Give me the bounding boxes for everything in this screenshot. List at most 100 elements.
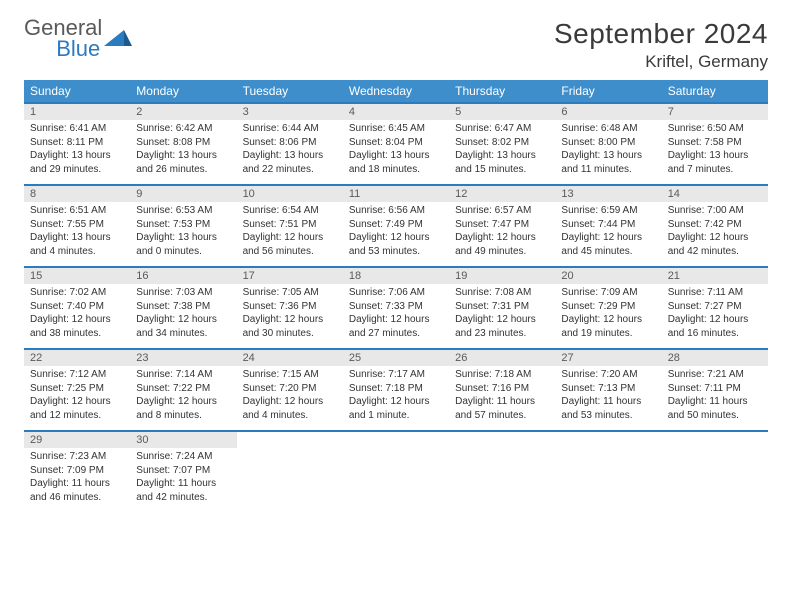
daylight-text-1: Daylight: 12 hours bbox=[455, 313, 549, 327]
sunset-text: Sunset: 8:02 PM bbox=[455, 136, 549, 150]
day-body: Sunrise: 6:54 AMSunset: 7:51 PMDaylight:… bbox=[237, 202, 343, 262]
daylight-text-2: and 27 minutes. bbox=[349, 327, 443, 341]
day-number: 23 bbox=[130, 350, 236, 366]
day-body: Sunrise: 6:47 AMSunset: 8:02 PMDaylight:… bbox=[449, 120, 555, 180]
daylight-text-2: and 56 minutes. bbox=[243, 245, 337, 259]
day-body: Sunrise: 7:03 AMSunset: 7:38 PMDaylight:… bbox=[130, 284, 236, 344]
sunrise-text: Sunrise: 7:11 AM bbox=[668, 286, 762, 300]
week-row: 15Sunrise: 7:02 AMSunset: 7:40 PMDayligh… bbox=[24, 267, 768, 349]
day-number: 5 bbox=[449, 104, 555, 120]
daylight-text-1: Daylight: 13 hours bbox=[455, 149, 549, 163]
sunrise-text: Sunrise: 7:00 AM bbox=[668, 204, 762, 218]
day-body: Sunrise: 7:06 AMSunset: 7:33 PMDaylight:… bbox=[343, 284, 449, 344]
day-cell: 10Sunrise: 6:54 AMSunset: 7:51 PMDayligh… bbox=[237, 185, 343, 267]
day-number: 27 bbox=[555, 350, 661, 366]
daylight-text-1: Daylight: 11 hours bbox=[561, 395, 655, 409]
day-number: 19 bbox=[449, 268, 555, 284]
daylight-text-1: Daylight: 13 hours bbox=[668, 149, 762, 163]
day-cell: 28Sunrise: 7:21 AMSunset: 7:11 PMDayligh… bbox=[662, 349, 768, 431]
day-body: Sunrise: 6:48 AMSunset: 8:00 PMDaylight:… bbox=[555, 120, 661, 180]
sunset-text: Sunset: 7:18 PM bbox=[349, 382, 443, 396]
sunset-text: Sunset: 8:00 PM bbox=[561, 136, 655, 150]
day-number: 20 bbox=[555, 268, 661, 284]
sunset-text: Sunset: 7:36 PM bbox=[243, 300, 337, 314]
daylight-text-2: and 11 minutes. bbox=[561, 163, 655, 177]
day-cell: 9Sunrise: 6:53 AMSunset: 7:53 PMDaylight… bbox=[130, 185, 236, 267]
sunrise-text: Sunrise: 6:44 AM bbox=[243, 122, 337, 136]
day-cell: 20Sunrise: 7:09 AMSunset: 7:29 PMDayligh… bbox=[555, 267, 661, 349]
day-cell: 21Sunrise: 7:11 AMSunset: 7:27 PMDayligh… bbox=[662, 267, 768, 349]
daylight-text-2: and 49 minutes. bbox=[455, 245, 549, 259]
daylight-text-2: and 29 minutes. bbox=[30, 163, 124, 177]
sunrise-text: Sunrise: 7:24 AM bbox=[136, 450, 230, 464]
sunset-text: Sunset: 7:13 PM bbox=[561, 382, 655, 396]
day-number: 9 bbox=[130, 186, 236, 202]
daylight-text-2: and 22 minutes. bbox=[243, 163, 337, 177]
day-cell: 15Sunrise: 7:02 AMSunset: 7:40 PMDayligh… bbox=[24, 267, 130, 349]
day-number: 12 bbox=[449, 186, 555, 202]
day-body: Sunrise: 6:56 AMSunset: 7:49 PMDaylight:… bbox=[343, 202, 449, 262]
sunrise-text: Sunrise: 7:12 AM bbox=[30, 368, 124, 382]
day-number: 8 bbox=[24, 186, 130, 202]
daylight-text-1: Daylight: 13 hours bbox=[136, 149, 230, 163]
day-body: Sunrise: 7:11 AMSunset: 7:27 PMDaylight:… bbox=[662, 284, 768, 344]
sunset-text: Sunset: 7:38 PM bbox=[136, 300, 230, 314]
day-number: 7 bbox=[662, 104, 768, 120]
sunset-text: Sunset: 7:44 PM bbox=[561, 218, 655, 232]
sunset-text: Sunset: 7:07 PM bbox=[136, 464, 230, 478]
daylight-text-1: Daylight: 13 hours bbox=[136, 231, 230, 245]
day-cell: 7Sunrise: 6:50 AMSunset: 7:58 PMDaylight… bbox=[662, 103, 768, 185]
day-cell: 27 Sunrise: 7:20 AMSunset: 7:13 PMDayligh… bbox=[555, 349, 661, 431]
sunrise-text: Sunrise: 7:23 AM bbox=[30, 450, 124, 464]
sunset-text: Sunset: 8:11 PM bbox=[30, 136, 124, 150]
day-cell: .. bbox=[449, 431, 555, 513]
day-number: 22 bbox=[24, 350, 130, 366]
day-number: 25 bbox=[343, 350, 449, 366]
sunset-text: Sunset: 7:53 PM bbox=[136, 218, 230, 232]
day-body: Sunrise: 7:15 AMSunset: 7:20 PMDaylight:… bbox=[237, 366, 343, 426]
day-number: 18 bbox=[343, 268, 449, 284]
daylight-text-1: Daylight: 13 hours bbox=[30, 149, 124, 163]
sunrise-text: Sunrise: 6:56 AM bbox=[349, 204, 443, 218]
daylight-text-1: Daylight: 13 hours bbox=[243, 149, 337, 163]
week-row: 1Sunrise: 6:41 AMSunset: 8:11 PMDaylight… bbox=[24, 103, 768, 185]
day-body: Sunrise: 7:18 AMSunset: 7:16 PMDaylight:… bbox=[449, 366, 555, 426]
sunrise-text: Sunrise: 7:06 AM bbox=[349, 286, 443, 300]
sunset-text: Sunset: 7:29 PM bbox=[561, 300, 655, 314]
daylight-text-2: and 0 minutes. bbox=[136, 245, 230, 259]
day-number: 4 bbox=[343, 104, 449, 120]
day-body: Sunrise: 7:17 AMSunset: 7:18 PMDaylight:… bbox=[343, 366, 449, 426]
day-cell: .. bbox=[662, 431, 768, 513]
page-header: General Blue September 2024 Kriftel, Ger… bbox=[24, 18, 768, 72]
daylight-text-1: Daylight: 12 hours bbox=[561, 313, 655, 327]
day-number: 17 bbox=[237, 268, 343, 284]
daylight-text-2: and 4 minutes. bbox=[30, 245, 124, 259]
week-row: 29Sunrise: 7:23 AMSunset: 7:09 PMDayligh… bbox=[24, 431, 768, 513]
daylight-text-1: Daylight: 12 hours bbox=[136, 313, 230, 327]
daylight-text-1: Daylight: 12 hours bbox=[349, 395, 443, 409]
daylight-text-2: and 15 minutes. bbox=[455, 163, 549, 177]
day-body: Sunrise: 7:00 AMSunset: 7:42 PMDaylight:… bbox=[662, 202, 768, 262]
day-number: 26 bbox=[449, 350, 555, 366]
title-block: September 2024 Kriftel, Germany bbox=[554, 18, 768, 72]
sunrise-text: Sunrise: 7:20 AM bbox=[561, 368, 655, 382]
day-number: 24 bbox=[237, 350, 343, 366]
dayname-cell: Thursday bbox=[449, 80, 555, 103]
week-row: 8Sunrise: 6:51 AMSunset: 7:55 PMDaylight… bbox=[24, 185, 768, 267]
day-cell: 13Sunrise: 6:59 AMSunset: 7:44 PMDayligh… bbox=[555, 185, 661, 267]
day-cell: 2Sunrise: 6:42 AMSunset: 8:08 PMDaylight… bbox=[130, 103, 236, 185]
sunrise-text: Sunrise: 7:14 AM bbox=[136, 368, 230, 382]
daylight-text-2: and 30 minutes. bbox=[243, 327, 337, 341]
daylight-text-1: Daylight: 12 hours bbox=[349, 231, 443, 245]
daylight-text-2: and 53 minutes. bbox=[349, 245, 443, 259]
sunrise-text: Sunrise: 6:54 AM bbox=[243, 204, 337, 218]
sunrise-text: Sunrise: 7:18 AM bbox=[455, 368, 549, 382]
daylight-text-1: Daylight: 12 hours bbox=[243, 313, 337, 327]
day-cell: .. bbox=[343, 431, 449, 513]
day-body: Sunrise: 6:57 AMSunset: 7:47 PMDaylight:… bbox=[449, 202, 555, 262]
day-body: Sunrise: 6:42 AMSunset: 8:08 PMDaylight:… bbox=[130, 120, 236, 180]
sunrise-text: Sunrise: 6:51 AM bbox=[30, 204, 124, 218]
sunrise-text: Sunrise: 6:50 AM bbox=[668, 122, 762, 136]
day-number: 11 bbox=[343, 186, 449, 202]
daylight-text-1: Daylight: 13 hours bbox=[30, 231, 124, 245]
